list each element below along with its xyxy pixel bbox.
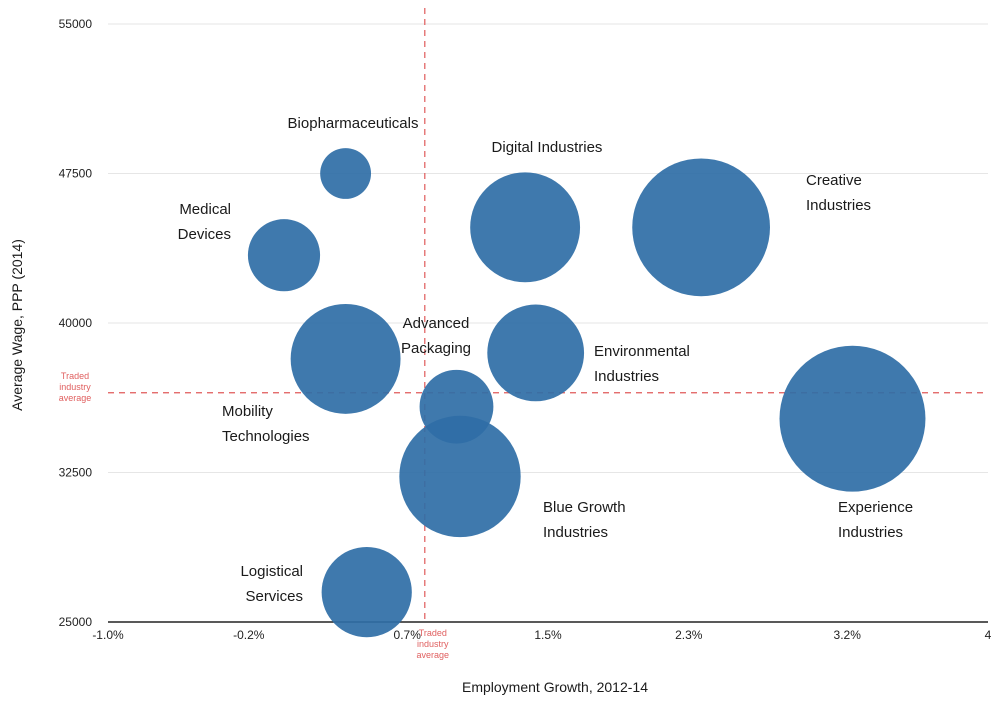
label-digital-industries: Digital Industries bbox=[492, 139, 603, 156]
label-biopharmaceuticals: Biopharmaceuticals bbox=[288, 115, 419, 132]
label-environmental-industries: Environmental Industries bbox=[594, 343, 690, 385]
bubble-labels: Biopharmaceuticals Medical Devices Mobility… bbox=[178, 115, 913, 605]
x-axis-title: Employment Growth, 2012-14 bbox=[462, 679, 648, 695]
y-tick-label: 32500 bbox=[59, 466, 93, 480]
x-tick-label: -0.2% bbox=[233, 628, 265, 642]
bubble-logistical-services bbox=[321, 547, 412, 638]
bubble-creative-industries bbox=[632, 158, 770, 297]
y-reference-label: Traded industry average bbox=[59, 371, 92, 403]
y-tick-label: 40000 bbox=[59, 316, 93, 330]
label-blue-growth-industries: Blue Growth Industries bbox=[543, 499, 626, 541]
label-mobility-technologies: Mobility Technologies bbox=[222, 403, 310, 445]
label-advanced-packaging: Advanced Packaging bbox=[401, 315, 471, 357]
x-tick-label: 4 bbox=[985, 628, 991, 642]
bubble-blue-growth-industries bbox=[399, 415, 521, 538]
bubble-experience-industries bbox=[779, 345, 926, 492]
y-axis-title: Average Wage, PPP (2014) bbox=[9, 239, 25, 411]
bubbles bbox=[247, 148, 926, 638]
x-tick-label: 3.2% bbox=[834, 628, 862, 642]
label-experience-industries: Experience Industries bbox=[838, 499, 913, 541]
x-tick-label: 0.7% bbox=[394, 628, 422, 642]
axes: 25000 32500 40000 47500 55000 -1.0% -0.2% 0.7% 1… bbox=[59, 17, 991, 642]
y-tick-label: 47500 bbox=[59, 167, 93, 181]
label-logistical-services: Logistical Services bbox=[240, 563, 303, 605]
y-tick-label: 25000 bbox=[59, 615, 93, 629]
x-tick-label: 1.5% bbox=[534, 628, 562, 642]
x-tick-label: 2.3% bbox=[675, 628, 703, 642]
bubble-digital-industries bbox=[470, 172, 581, 283]
label-creative-industries: Creative Industries bbox=[806, 172, 871, 214]
y-tick-label: 55000 bbox=[59, 17, 93, 31]
bubble-medical-devices bbox=[247, 219, 321, 292]
bubble-environmental-industries bbox=[487, 304, 585, 402]
bubble-mobility-technologies bbox=[290, 303, 401, 414]
x-reference-label: Traded industry average bbox=[417, 628, 450, 660]
x-tick-label: -1.0% bbox=[92, 628, 124, 642]
bubble-biopharmaceuticals bbox=[320, 148, 372, 199]
label-medical-devices: Medical Devices bbox=[178, 201, 231, 243]
